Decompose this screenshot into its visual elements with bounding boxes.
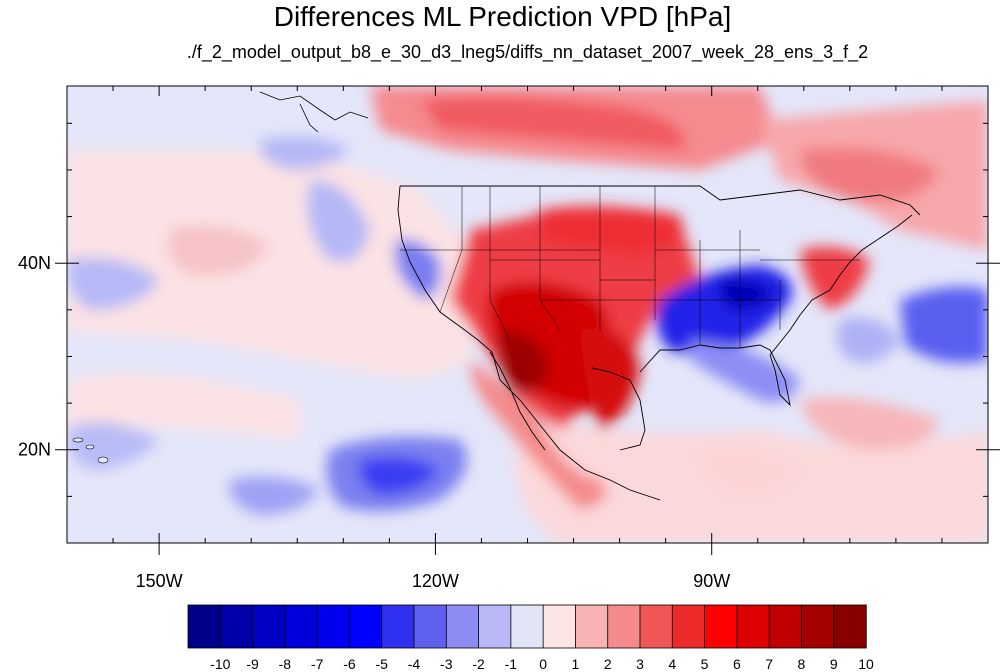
- colorbar-swatch: [542, 604, 577, 649]
- map-title: Differences ML Prediction VPD [hPa]: [273, 1, 732, 32]
- colorbar-label: -3: [440, 656, 453, 672]
- colorbar-swatch: [478, 604, 512, 649]
- colorbar-label: 7: [765, 656, 773, 672]
- colorbar-swatch: [284, 604, 318, 649]
- colorbar-swatch: [413, 604, 447, 649]
- y-tick-label: 40N: [18, 253, 51, 273]
- colorbar-swatch: [768, 604, 803, 649]
- colorbar-swatch: [575, 604, 609, 649]
- colorbar-label: 0: [539, 656, 547, 672]
- colorbar-label: -7: [311, 656, 324, 672]
- colorbar-label: 8: [798, 656, 806, 672]
- colorbar-swatch: [704, 604, 738, 649]
- colorbar-swatch: [801, 604, 835, 649]
- colorbar-label: 3: [636, 656, 644, 672]
- colorbar-swatch: [833, 604, 867, 649]
- colorbar-swatch: [736, 604, 770, 649]
- colorbar-label: 1: [572, 656, 580, 672]
- colorbar-label: 6: [733, 656, 741, 672]
- y-tick-label: 20N: [18, 440, 51, 460]
- colorbar-label: -9: [246, 656, 259, 672]
- colorbar-label: -10: [210, 656, 230, 672]
- colorbar-label: -1: [505, 656, 518, 672]
- colorbar-swatch: [381, 604, 415, 649]
- colorbar-swatch: [639, 604, 673, 649]
- colorbar-swatch: [445, 604, 480, 649]
- colorbar-swatch: [187, 604, 221, 649]
- colorbar-swatch: [671, 604, 706, 649]
- alaska-coast: [259, 91, 369, 133]
- map-ticks: 150W 120W 90W 40N 20N: [18, 86, 1000, 591]
- difference-field: [67, 86, 988, 543]
- colorbar-swatch: [252, 604, 286, 649]
- x-tick-label: 90W: [693, 571, 730, 591]
- x-tick-label: 120W: [412, 571, 459, 591]
- colorbar-label: 4: [668, 656, 676, 672]
- colorbar-label: 2: [604, 656, 612, 672]
- colorbar: -10 -9 -8 -7 -6 -5 -4 -3 -2 -1 0 1 2 3 4 5 6 7 8 9 10: [187, 604, 874, 672]
- colorbar-swatch: [316, 604, 351, 649]
- colorbar-label: -4: [408, 656, 421, 672]
- colorbar-label: 9: [830, 656, 838, 672]
- coastline-outline: [397, 185, 921, 501]
- colorbar-label: -2: [472, 656, 485, 672]
- state-borders: [400, 186, 860, 348]
- colorbar-swatch: [510, 604, 544, 649]
- colorbar-label: 5: [701, 656, 709, 672]
- colorbar-swatch: [607, 604, 641, 649]
- hawaii-islands: [72, 437, 109, 464]
- colorbar-label: -5: [375, 656, 388, 672]
- x-tick-label: 150W: [136, 571, 183, 591]
- colorbar-label: -6: [343, 656, 356, 672]
- map-subtitle: ./f_2_model_output_b8_e_30_d3_lneg5/diff…: [186, 42, 869, 62]
- colorbar-label: 10: [858, 656, 874, 672]
- colorbar-swatch: [219, 604, 254, 649]
- colorbar-swatch: [349, 604, 383, 649]
- colorbar-label: -8: [279, 656, 292, 672]
